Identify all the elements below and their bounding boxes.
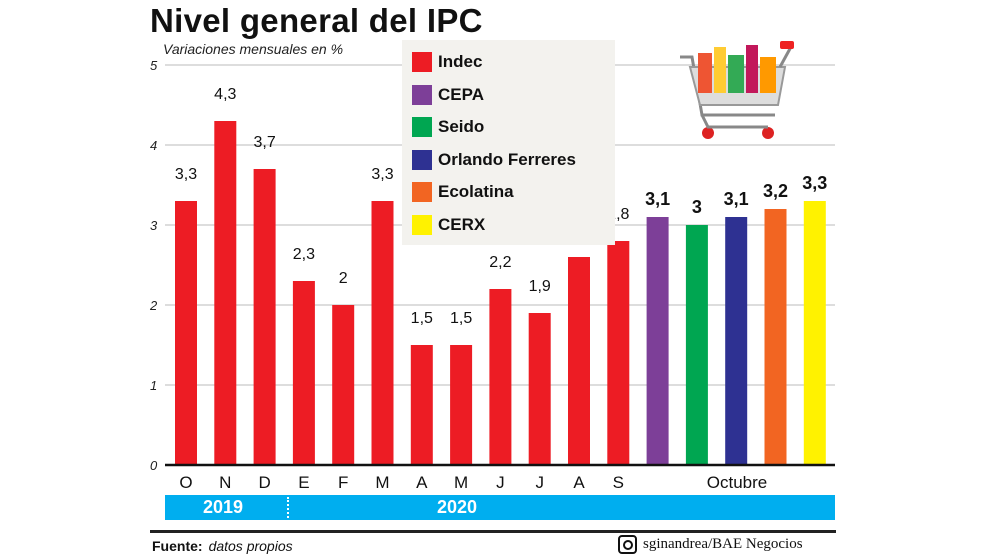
legend-swatch bbox=[412, 84, 432, 105]
bar-indec bbox=[332, 305, 355, 465]
legend-swatch bbox=[412, 182, 432, 202]
data-label: 1,9 bbox=[529, 278, 551, 295]
x-tick-label: A bbox=[416, 473, 428, 492]
data-label: 2 bbox=[339, 270, 348, 287]
bar-indec bbox=[292, 281, 315, 465]
legend-item: CEPA bbox=[412, 83, 484, 107]
data-label: 1,5 bbox=[450, 310, 472, 327]
source-label: Fuente: bbox=[152, 538, 203, 554]
credit: sginandrea/BAE Negocios bbox=[618, 535, 803, 554]
x-tick-label: F bbox=[338, 473, 348, 492]
data-label: 2,3 bbox=[293, 246, 315, 263]
legend: Indec CEPA Seido Orlando Ferreres Ecolatina C… bbox=[402, 40, 615, 245]
bar-seido bbox=[685, 225, 708, 465]
data-label: 4,3 bbox=[214, 86, 236, 103]
legend-label: CEPA bbox=[438, 84, 484, 104]
y-tick-label: 5 bbox=[150, 58, 158, 73]
legend-swatch bbox=[412, 149, 432, 170]
source: Fuente: datos propios bbox=[152, 538, 293, 554]
legend-label: CERX bbox=[438, 214, 486, 234]
x-tick-label: E bbox=[298, 473, 309, 492]
legend-item: Orlando Ferreres bbox=[412, 148, 576, 172]
y-tick-label: 2 bbox=[149, 298, 158, 313]
x-tick-label: D bbox=[258, 473, 270, 492]
legend-item: Seido bbox=[412, 115, 484, 139]
legend-swatch bbox=[412, 52, 432, 72]
bar-indec bbox=[371, 201, 394, 465]
bar-cepa bbox=[646, 217, 669, 465]
bar-indec bbox=[489, 289, 512, 465]
x-tick-label: M bbox=[375, 473, 389, 492]
bar-indec bbox=[528, 313, 551, 465]
bar-indec bbox=[175, 201, 197, 465]
bar-indec bbox=[607, 241, 630, 465]
y-tick-label: 1 bbox=[150, 378, 157, 393]
instagram-icon bbox=[618, 535, 637, 554]
source-value: datos propios bbox=[208, 538, 293, 554]
legend-swatch bbox=[412, 117, 432, 137]
x-tick-label: M bbox=[454, 473, 468, 492]
legend-item: Indec bbox=[412, 50, 482, 74]
chart-subtitle: Variaciones mensuales en % bbox=[163, 41, 344, 57]
bar-indec bbox=[253, 169, 276, 465]
bar-indec bbox=[410, 345, 433, 465]
bar-ecolatina bbox=[764, 209, 787, 465]
year-band: 2019 2020 bbox=[165, 495, 835, 520]
y-tick-label: 3 bbox=[150, 218, 158, 233]
chart-title: Nivel general del IPC bbox=[150, 2, 483, 39]
legend-label: Orlando Ferreres bbox=[438, 149, 576, 169]
x-tick-label: A bbox=[573, 473, 585, 492]
x-tick-label: J bbox=[496, 473, 505, 492]
legend-item: CERX bbox=[412, 213, 485, 237]
data-label: 3,7 bbox=[253, 134, 275, 151]
data-label: 2,2 bbox=[489, 254, 511, 271]
data-label: 3 bbox=[692, 197, 702, 217]
data-label: 1,5 bbox=[411, 310, 433, 327]
y-tick-label: 0 bbox=[150, 458, 158, 473]
bar-cerx bbox=[803, 201, 826, 465]
data-label: 3,1 bbox=[724, 189, 749, 209]
data-label: 3,2 bbox=[763, 181, 788, 201]
year-2020: 2020 bbox=[437, 497, 478, 517]
year-divider bbox=[287, 497, 289, 518]
x-tick-label: S bbox=[613, 473, 624, 492]
bar-indec bbox=[450, 345, 473, 465]
bar-indec bbox=[568, 257, 590, 465]
data-label: 3,1 bbox=[645, 189, 670, 209]
legend-swatch bbox=[412, 214, 432, 235]
x-tick-label: N bbox=[219, 473, 231, 492]
legend-item: Ecolatina bbox=[412, 180, 514, 204]
y-tick-label: 4 bbox=[150, 138, 157, 153]
data-label: 3,3 bbox=[175, 166, 197, 183]
bar-indec bbox=[214, 121, 237, 465]
legend-label: Indec bbox=[438, 52, 483, 71]
x-tick-label: O bbox=[179, 473, 192, 492]
credit-text: sginandrea/BAE Negocios bbox=[643, 536, 803, 552]
bar-orlando-ferreres bbox=[725, 217, 748, 465]
data-label: 3,3 bbox=[802, 173, 827, 193]
legend-label: Ecolatina bbox=[438, 182, 514, 201]
x-tick-label: J bbox=[535, 473, 544, 492]
data-label: 3,3 bbox=[371, 166, 393, 183]
footer-divider bbox=[150, 530, 836, 533]
year-2019: 2019 bbox=[203, 497, 244, 517]
legend-label: Seido bbox=[438, 117, 485, 136]
x-tick-label: Octubre bbox=[707, 473, 767, 492]
